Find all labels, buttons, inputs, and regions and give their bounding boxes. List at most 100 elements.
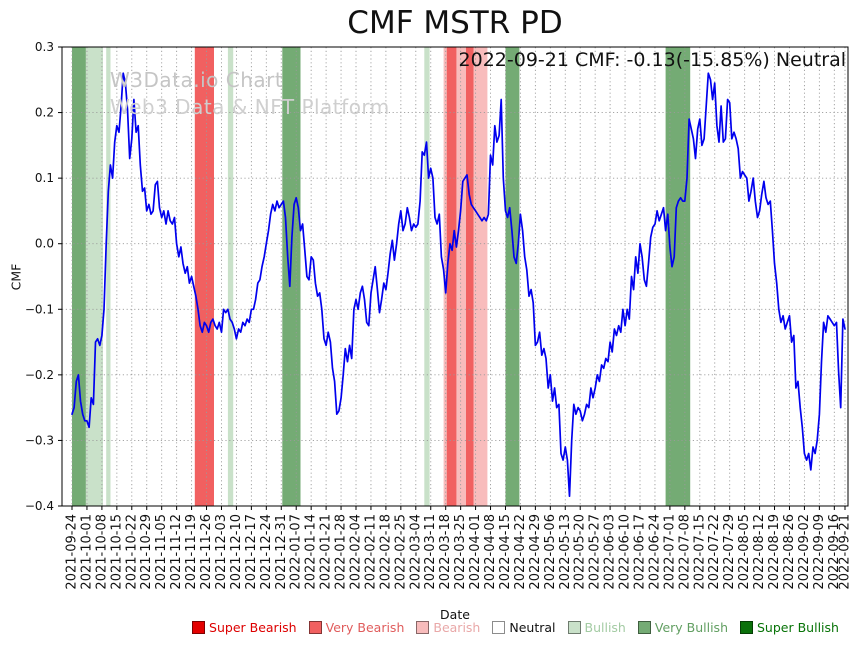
x-tick-label: 2021-12-17 (244, 514, 259, 590)
x-tick-label: 2022-09-02 (797, 514, 812, 590)
legend-swatch-super_bullish (740, 621, 753, 634)
legend-swatch-very_bearish (308, 621, 322, 634)
signal-band-bullish (424, 47, 430, 506)
page-title: CMF MSTR PD (347, 5, 563, 41)
legend-item-bullish: Bullish (567, 620, 626, 635)
x-tick-label: 2022-02-11 (363, 514, 378, 590)
watermark-line1: W3Data.io Chart (110, 68, 284, 92)
x-tick-label: 2022-05-06 (543, 514, 558, 590)
x-tick-label: 2022-05-27 (588, 514, 603, 590)
y-axis-label: CMF (8, 263, 24, 291)
legend-swatch-bullish (567, 621, 581, 634)
x-tick-label: 2022-01-21 (319, 514, 334, 590)
x-tick-label: 2022-01-28 (334, 514, 349, 590)
legend-item-bearish: Bearish (416, 620, 480, 635)
x-tick-label: 2021-10-08 (94, 514, 109, 590)
watermark-line2: Web3 Data & NFT Platform (110, 95, 390, 119)
y-tick-label: −0.4 (25, 499, 54, 513)
signal-band-very_bullish (72, 47, 86, 506)
x-tick-label: 2021-10-01 (79, 514, 94, 590)
x-tick-label: 2022-03-11 (423, 514, 438, 590)
x-tick-label: 2022-05-13 (558, 514, 573, 590)
x-tick-label: 2022-07-01 (662, 514, 677, 590)
x-tick-label: 2022-08-26 (782, 514, 797, 590)
x-tick-label: 2022-02-18 (378, 514, 393, 590)
y-tick-label: 0.2 (35, 106, 54, 120)
x-tick-label: 2022-09-09 (812, 514, 827, 590)
x-tick-label: 2022-04-22 (513, 514, 528, 590)
legend: Super Bearish Very Bearish Bearish Neutral B… (82, 620, 867, 635)
x-tick-label: 2022-08-19 (767, 514, 782, 590)
x-tick-label: 2021-12-31 (274, 514, 289, 590)
signal-band-bullish (85, 47, 103, 506)
signal-band-bullish (106, 47, 111, 506)
x-tick-label: 2022-04-15 (498, 514, 513, 590)
y-tick-label: 0.1 (35, 171, 54, 185)
cmf-line (71, 72, 846, 498)
x-tick-label: 2021-11-05 (154, 514, 169, 590)
x-tick-label: 2022-01-07 (289, 514, 304, 590)
x-tick-label: 2022-04-08 (483, 514, 498, 590)
x-tick-label: 2021-10-22 (124, 514, 139, 590)
x-tick-label: 2022-06-17 (633, 514, 648, 590)
x-tick-label: 2021-12-10 (229, 514, 244, 590)
legend-swatch-neutral (492, 621, 506, 634)
legend-item-very_bearish: Very Bearish (308, 620, 405, 635)
signal-band-very_bullish (505, 47, 520, 506)
legend-label-very_bullish: Very Bullish (654, 620, 728, 635)
x-tick-label: 2022-09-16 (827, 514, 842, 590)
x-tick-label: 2021-09-24 (65, 514, 80, 590)
x-tick-label: 2022-05-20 (573, 514, 588, 590)
x-tick-label: 2022-01-14 (304, 514, 319, 590)
x-tick-label: 2022-07-22 (707, 514, 722, 590)
x-tick-label: 2021-10-15 (109, 514, 124, 590)
legend-label-very_bearish: Very Bearish (325, 620, 405, 635)
x-tick-label: 2022-02-04 (349, 514, 364, 590)
signal-band-very_bearish (466, 47, 474, 506)
x-tick-label: 2022-03-25 (453, 514, 468, 590)
x-tick-label: 2022-06-10 (618, 514, 633, 590)
y-tick-label: −0.3 (25, 433, 54, 447)
plot-border (61, 46, 849, 507)
latest-value-annotation: 2022-09-21 CMF: -0.13(-15.85%) Neutral (458, 49, 846, 71)
y-tick-label: −0.1 (25, 302, 54, 316)
x-tick-label: 2022-07-08 (677, 514, 692, 590)
legend-item-neutral: Neutral (492, 620, 556, 635)
x-tick-label: 2021-11-26 (199, 514, 214, 590)
y-tick-label: 0.0 (35, 237, 54, 251)
x-tick-label: 2022-06-24 (647, 514, 662, 590)
x-axis-label: Date (440, 607, 470, 622)
legend-swatch-very_bullish (637, 621, 651, 634)
y-tick-label: 0.3 (35, 40, 54, 54)
watermark: W3Data.io Chart Web3 Data & NFT Platform (110, 67, 390, 121)
x-tick-label: 2021-12-24 (259, 514, 274, 590)
x-tick-label: 2022-07-15 (692, 514, 707, 590)
x-tick-label: 2021-11-19 (184, 514, 199, 590)
legend-item-super_bullish: Super Bullish (740, 620, 839, 635)
x-tick-label: 2022-03-18 (438, 514, 453, 590)
x-tick-label: 2022-09-21 (838, 514, 853, 590)
legend-label-bullish: Bullish (584, 620, 626, 635)
legend-item-super_bearish: Super Bearish (192, 620, 297, 635)
legend-label-bearish: Bearish (433, 620, 481, 635)
x-tick-label: 2022-03-04 (408, 514, 423, 590)
x-tick-label: 2022-08-05 (737, 514, 752, 590)
legend-swatch-bearish (416, 621, 430, 634)
legend-swatch-super_bearish (192, 621, 206, 634)
legend-label-super_bearish: Super Bearish (209, 620, 297, 635)
signal-band-very_bearish (446, 47, 457, 506)
signal-band-very_bullish (665, 47, 691, 506)
signal-band-bullish (227, 47, 234, 506)
signal-band-very_bearish (194, 47, 214, 506)
x-tick-label: 2022-02-25 (393, 514, 408, 590)
x-tick-label: 2022-08-12 (752, 514, 767, 590)
legend-item-very_bullish: Very Bullish (637, 620, 728, 635)
legend-label-super_bullish: Super Bullish (757, 620, 839, 635)
x-tick-label: 2022-04-01 (468, 514, 483, 590)
y-tick-label: −0.2 (25, 368, 54, 382)
x-tick-label: 2022-07-29 (722, 514, 737, 590)
x-tick-label: 2021-12-03 (214, 514, 229, 590)
legend-label-neutral: Neutral (509, 620, 556, 635)
